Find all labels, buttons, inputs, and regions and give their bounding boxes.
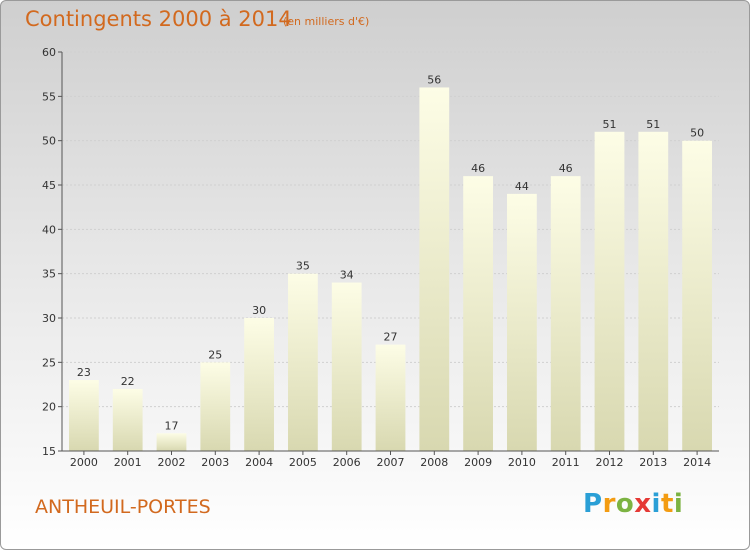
bar (507, 193, 537, 451)
x-tick-label: 2002 (158, 456, 186, 469)
bar (288, 273, 318, 451)
chart-title: Contingents 2000 à 2014 (25, 7, 292, 31)
x-tick-label: 2006 (333, 456, 361, 469)
bar-value-label: 46 (471, 162, 485, 175)
bar (594, 131, 625, 452)
x-tick-label: 2000 (70, 456, 98, 469)
x-tick-label: 2004 (245, 456, 273, 469)
bar (463, 176, 493, 451)
x-tick-label: 2007 (377, 456, 405, 469)
y-tick-label: 15 (42, 445, 56, 458)
bar (200, 362, 231, 451)
x-tick-label: 2001 (114, 456, 142, 469)
bar (156, 433, 187, 451)
bar (550, 176, 581, 451)
y-tick-label: 50 (42, 135, 56, 148)
y-tick-label: 40 (42, 223, 56, 236)
x-tick-label: 2011 (552, 456, 580, 469)
bar (419, 87, 450, 451)
bar (244, 318, 274, 451)
logo-letter: t (660, 489, 674, 519)
y-tick-label: 60 (42, 46, 56, 59)
y-tick-label: 55 (42, 90, 56, 103)
bar (331, 282, 362, 451)
proxiti-logo: Proxiti (583, 489, 683, 519)
y-tick-label: 45 (42, 179, 56, 192)
bar-value-label: 46 (559, 162, 573, 175)
x-tick-label: 2003 (201, 456, 229, 469)
bar-value-label: 35 (296, 260, 310, 273)
bar (69, 380, 99, 451)
logo-letter: i (651, 489, 661, 519)
bar-value-label: 44 (515, 180, 529, 193)
chart-subtitle: (en milliers d'€) (283, 15, 370, 28)
y-tick-label: 25 (42, 356, 56, 369)
bar-value-label: 27 (384, 331, 398, 344)
bar (375, 344, 406, 451)
bar-value-label: 25 (208, 348, 222, 361)
commune-name: ANTHEUIL-PORTES (35, 496, 211, 518)
bar-value-label: 51 (646, 118, 660, 131)
logo-letter: o (615, 489, 635, 519)
bar (682, 140, 712, 451)
x-tick-label: 2013 (639, 456, 667, 469)
x-tick-label: 2014 (683, 456, 711, 469)
y-tick-label: 20 (42, 401, 56, 414)
bar-value-label: 50 (690, 127, 704, 140)
x-tick-label: 2010 (508, 456, 536, 469)
x-tick-label: 2008 (420, 456, 448, 469)
logo-letter: x (634, 489, 652, 519)
bar-value-label: 17 (165, 419, 179, 432)
x-tick-label: 2005 (289, 456, 317, 469)
bar-value-label: 56 (427, 73, 441, 86)
bar-value-label: 30 (252, 304, 266, 317)
bar-value-label: 22 (121, 375, 135, 388)
bar (638, 131, 669, 452)
bar-value-label: 23 (77, 366, 91, 379)
bar-value-label: 51 (603, 118, 617, 131)
logo-letter: i (673, 489, 684, 519)
y-tick-label: 30 (42, 312, 56, 325)
bar-value-label: 34 (340, 269, 354, 282)
y-tick-label: 35 (42, 268, 56, 281)
x-tick-label: 2009 (464, 456, 492, 469)
bar (112, 388, 143, 451)
logo-letter: r (602, 489, 616, 519)
x-tick-label: 2012 (596, 456, 624, 469)
logo-letter: P (583, 489, 603, 519)
